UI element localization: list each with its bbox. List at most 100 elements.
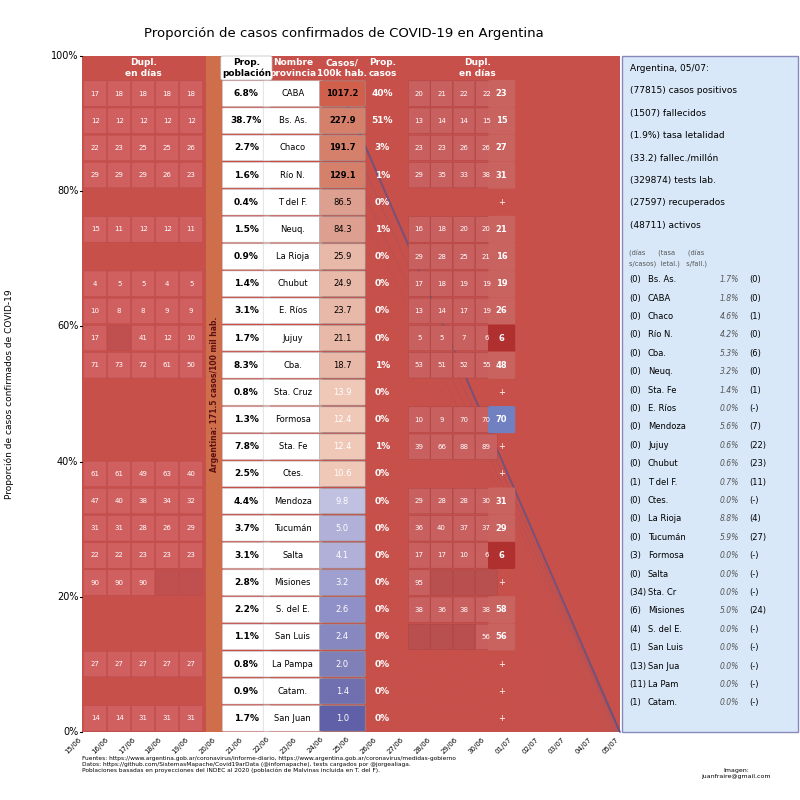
Text: 19: 19 (482, 308, 491, 314)
FancyBboxPatch shape (179, 162, 202, 188)
FancyBboxPatch shape (179, 217, 202, 242)
FancyBboxPatch shape (83, 570, 107, 595)
Text: 1.1%: 1.1% (234, 633, 259, 642)
Text: 0.4%: 0.4% (234, 198, 259, 206)
Text: 29: 29 (414, 498, 424, 504)
Text: Misiones: Misiones (648, 606, 685, 615)
FancyBboxPatch shape (408, 488, 430, 514)
Text: 20: 20 (414, 90, 424, 97)
Text: 22: 22 (91, 145, 99, 151)
FancyBboxPatch shape (155, 651, 179, 677)
Text: 19: 19 (482, 281, 491, 286)
Text: Sta. Fe: Sta. Fe (648, 386, 677, 394)
Text: 55: 55 (482, 362, 490, 368)
FancyBboxPatch shape (430, 326, 453, 351)
Text: (1): (1) (629, 478, 641, 486)
FancyBboxPatch shape (408, 326, 430, 351)
Text: 4: 4 (93, 281, 98, 286)
Text: +: + (498, 578, 505, 587)
FancyBboxPatch shape (320, 542, 365, 568)
Text: 5.9%: 5.9% (720, 533, 739, 542)
FancyBboxPatch shape (430, 353, 453, 378)
Text: 38: 38 (482, 172, 491, 178)
Text: (13): (13) (629, 662, 646, 670)
FancyBboxPatch shape (107, 162, 131, 188)
Text: (1.9%) tasa letalidad: (1.9%) tasa letalidad (630, 131, 725, 140)
Text: (0): (0) (629, 422, 641, 431)
FancyBboxPatch shape (475, 108, 498, 134)
Text: 0.0%: 0.0% (720, 643, 739, 652)
FancyBboxPatch shape (107, 542, 131, 568)
Text: Argentina: 171.5 casos/100 mil hab.: Argentina: 171.5 casos/100 mil hab. (210, 316, 219, 472)
Text: 23: 23 (186, 553, 196, 558)
FancyBboxPatch shape (430, 488, 453, 514)
FancyBboxPatch shape (475, 597, 498, 622)
FancyBboxPatch shape (263, 488, 322, 514)
Text: (-): (-) (749, 570, 758, 578)
Text: 9: 9 (439, 417, 444, 422)
Text: 1.4%: 1.4% (234, 279, 259, 288)
Text: 28: 28 (437, 254, 446, 259)
FancyBboxPatch shape (475, 434, 498, 459)
Text: (-): (-) (749, 625, 758, 634)
Text: +: + (498, 659, 505, 669)
Text: (0): (0) (629, 404, 641, 413)
Text: 63: 63 (162, 471, 172, 477)
FancyBboxPatch shape (222, 190, 270, 215)
FancyBboxPatch shape (222, 624, 270, 650)
FancyBboxPatch shape (320, 326, 365, 351)
Text: 23: 23 (162, 553, 172, 558)
FancyBboxPatch shape (131, 488, 154, 514)
Text: 56: 56 (496, 633, 507, 642)
FancyBboxPatch shape (320, 380, 365, 405)
FancyBboxPatch shape (453, 162, 475, 188)
Text: 24.9: 24.9 (334, 279, 351, 288)
FancyBboxPatch shape (263, 217, 322, 242)
Text: 3.2%: 3.2% (720, 367, 739, 376)
Text: 18: 18 (162, 90, 172, 97)
FancyBboxPatch shape (107, 108, 131, 134)
FancyBboxPatch shape (83, 81, 107, 106)
FancyBboxPatch shape (131, 542, 154, 568)
FancyBboxPatch shape (222, 217, 270, 242)
Text: 0.6%: 0.6% (720, 459, 739, 468)
FancyBboxPatch shape (222, 353, 270, 378)
Text: T del F.: T del F. (278, 198, 307, 206)
Text: 5: 5 (417, 335, 422, 341)
Text: 3.1%: 3.1% (234, 306, 259, 315)
FancyBboxPatch shape (488, 134, 515, 162)
Text: 1.4: 1.4 (336, 686, 349, 696)
Text: 1017.2: 1017.2 (326, 89, 358, 98)
FancyBboxPatch shape (222, 81, 270, 106)
FancyBboxPatch shape (475, 162, 498, 188)
Text: 22: 22 (115, 553, 123, 558)
FancyBboxPatch shape (453, 244, 475, 270)
Text: 27: 27 (162, 661, 172, 667)
Text: 38: 38 (138, 498, 148, 504)
Text: 4.1: 4.1 (336, 551, 349, 560)
Text: Catam.: Catam. (648, 698, 678, 707)
Text: (23): (23) (749, 459, 766, 468)
FancyBboxPatch shape (107, 135, 131, 161)
Text: 25: 25 (163, 145, 171, 151)
Text: E. Ríos: E. Ríos (648, 404, 676, 413)
Text: 39: 39 (414, 444, 424, 450)
Text: Proporción de casos confirmados de COVID-19: Proporción de casos confirmados de COVID… (5, 289, 14, 499)
FancyBboxPatch shape (179, 461, 202, 486)
Text: 70: 70 (496, 415, 507, 424)
Text: 28/06: 28/06 (414, 736, 432, 754)
Text: 17: 17 (90, 90, 100, 97)
FancyBboxPatch shape (453, 570, 475, 595)
Text: 5.0%: 5.0% (720, 606, 739, 615)
FancyBboxPatch shape (222, 162, 270, 188)
Text: 26: 26 (482, 145, 491, 151)
FancyBboxPatch shape (488, 487, 515, 514)
Text: 0.0%: 0.0% (720, 551, 739, 560)
Text: 24/06: 24/06 (306, 736, 324, 754)
Text: (0): (0) (629, 514, 641, 523)
Text: (-): (-) (749, 496, 758, 505)
Text: 12: 12 (162, 118, 172, 124)
Text: 16/06: 16/06 (90, 736, 110, 754)
Text: 0%: 0% (375, 524, 390, 533)
Text: 4.6%: 4.6% (720, 312, 739, 321)
